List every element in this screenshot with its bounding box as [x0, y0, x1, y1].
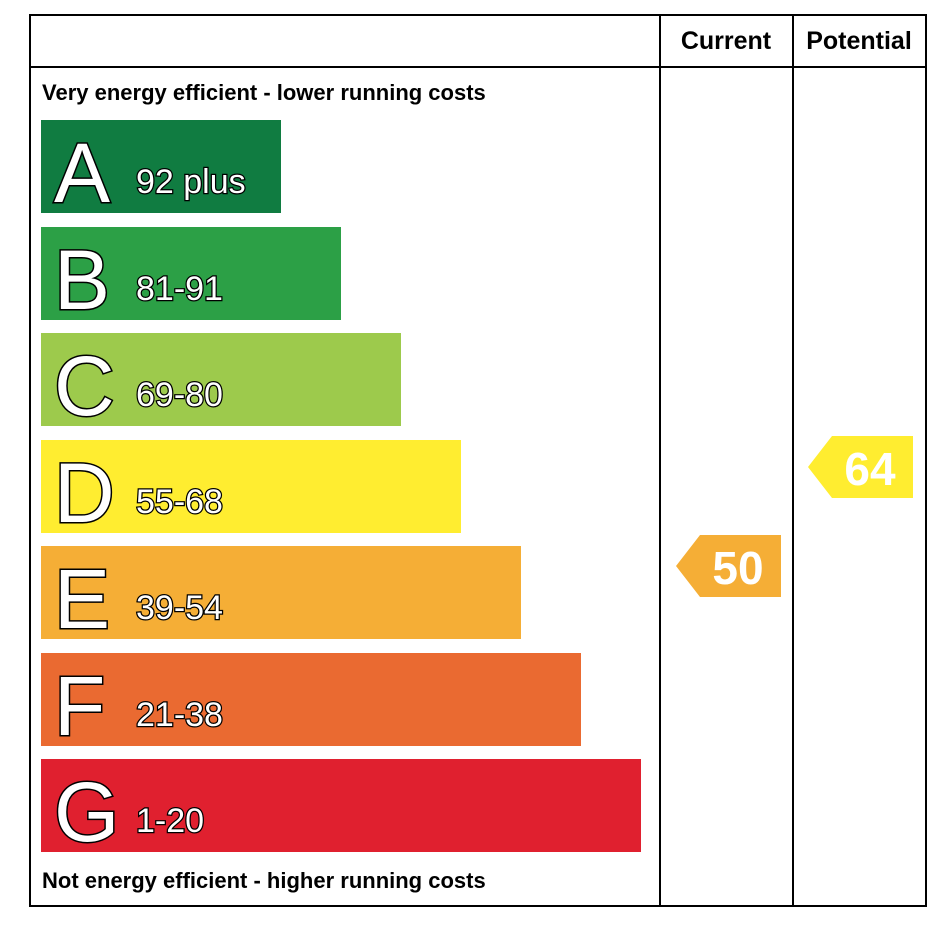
band-bar — [41, 546, 521, 639]
band-letter: F — [54, 659, 105, 753]
band-letter: E — [54, 552, 110, 646]
band-bar — [41, 759, 641, 852]
band-letter: G — [54, 765, 119, 859]
band-range: 1-20 — [136, 802, 204, 840]
potential-header: Potential — [806, 27, 912, 55]
band-range: 21-38 — [136, 696, 223, 734]
current-arrow — [676, 535, 781, 597]
bottom-note: Not energy efficient - higher running co… — [42, 868, 486, 893]
frame — [29, 14, 927, 907]
band-letter: D — [54, 446, 115, 540]
band-bar — [41, 227, 341, 320]
band-letter: C — [54, 339, 115, 433]
current-score: 50 — [712, 542, 763, 594]
band-range: 81-91 — [136, 270, 223, 308]
band-range: 39-54 — [136, 589, 223, 627]
band-letter: B — [54, 233, 110, 327]
band-bar — [41, 120, 281, 213]
band-bar — [41, 333, 401, 426]
current-header: Current — [681, 27, 772, 55]
potential-score: 64 — [844, 443, 896, 495]
band-range: 92 plus — [136, 163, 246, 201]
top-note: Very energy efficient - lower running co… — [42, 80, 486, 105]
band-letter: A — [54, 126, 110, 220]
band-range: 69-80 — [136, 376, 223, 414]
band-range: 55-68 — [136, 483, 223, 521]
band-bar — [41, 653, 581, 746]
band-bar — [41, 440, 461, 533]
potential-arrow — [808, 436, 913, 498]
